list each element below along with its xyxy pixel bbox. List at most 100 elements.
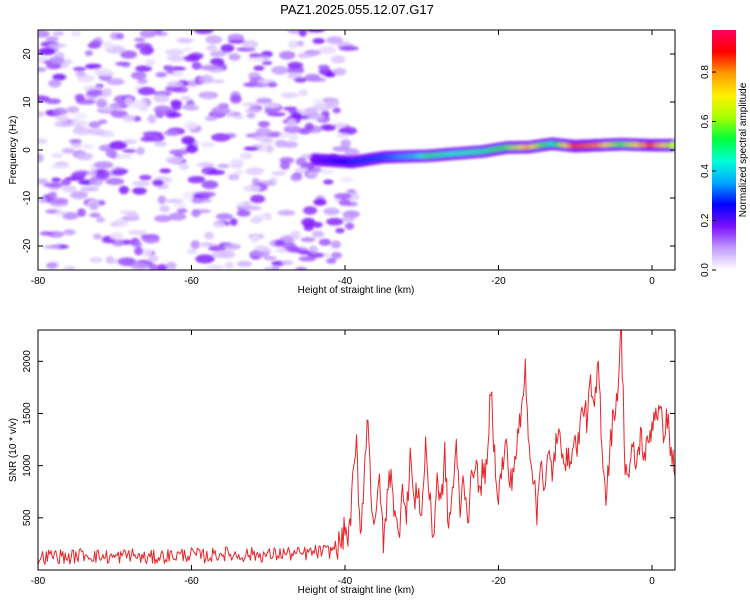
snr-background	[38, 330, 675, 570]
spectrogram-noise-blob	[165, 261, 177, 270]
spectrogram-noise-blob	[263, 266, 274, 270]
spectrogram-noise-blob	[55, 210, 66, 216]
spectrogram-noise-blob	[220, 44, 235, 53]
spectrogram-noise-blob	[155, 72, 167, 78]
spectrogram-noise-blob	[60, 179, 71, 186]
spectrogram-noise-blob	[187, 176, 205, 184]
spectrogram-noise-blob	[280, 92, 299, 99]
spectrogram-panel: -80 -60 -40 -20 0 -20 -10 0 10 20 Height of stra…	[8, 29, 676, 296]
spectrogram-noise-blob	[180, 95, 192, 101]
spectrogram-noise-blob	[236, 210, 251, 217]
spectrogram-noise-blob	[249, 53, 262, 59]
spectrogram-noise-blob	[110, 110, 128, 118]
colorbar-tick-label: 0.0	[700, 263, 711, 277]
spectrogram-noise-blob	[52, 31, 65, 36]
spectrogram-noise-blob	[139, 30, 157, 38]
spectrogram-noise-blob	[84, 50, 93, 57]
spectrogram-noise-blob	[204, 231, 215, 240]
spectrogram-noise-blob	[38, 47, 56, 56]
spectrogram-noise-blob	[295, 157, 307, 166]
spectrogram-noise-blob	[71, 171, 86, 180]
x-tick-label: -20	[491, 576, 506, 587]
spectrogram-noise-blob	[75, 71, 87, 77]
spectrogram-noise-blob	[157, 195, 167, 205]
spectrogram-noise-blob	[261, 60, 273, 66]
spectrogram-noise-blob	[74, 93, 85, 102]
spectrogram-noise-blob	[326, 36, 344, 45]
spectrogram-noise-blob	[38, 153, 44, 163]
spectrogram-noise-blob	[73, 113, 88, 120]
x-tick-label: 0	[649, 276, 655, 287]
spectrogram-noise-blob	[265, 144, 274, 153]
spectrogram-ridge-cell	[668, 142, 675, 149]
spectrogram-noise-blob	[133, 100, 148, 108]
spectrogram-noise-blob	[70, 30, 81, 37]
spectrogram-noise-blob	[105, 132, 115, 138]
chart-title: PAZ1.2025.055.12.07.G17	[280, 2, 434, 17]
snr-frame	[37, 329, 676, 571]
spectrogram-noise-blob	[257, 121, 270, 128]
spectrogram-noise-blob	[77, 208, 86, 217]
spectrogram-noise-blob	[200, 141, 215, 148]
spectrogram-noise-blob	[332, 68, 347, 76]
spectrogram-noise-blob	[332, 107, 341, 114]
spectrogram-noise-blob	[42, 244, 61, 249]
spectrogram-noise-blob	[303, 206, 318, 215]
spectrogram-noise-blob	[191, 61, 202, 70]
x-tick-label: -40	[338, 276, 353, 287]
spectrogram-noise-blob	[263, 104, 281, 109]
spectrogram-noise-blob	[123, 139, 137, 145]
spectrogram-noise-blob	[85, 63, 102, 70]
spectrogram-noise-blob	[117, 257, 136, 266]
spectrogram-noise-blob	[307, 30, 325, 33]
colorbar-bar	[712, 30, 736, 270]
y-tick-label: 0	[22, 147, 33, 153]
spectrogram-noise-blob	[112, 218, 129, 227]
spectrogram-noise-blob	[48, 43, 67, 48]
spectrogram-noise-blob	[253, 65, 265, 71]
spectrogram-noise-blob	[183, 55, 200, 62]
spectrogram-noise-blob	[246, 113, 256, 119]
spectrogram-noise-blob	[159, 168, 172, 174]
spectrogram-noise-blob	[101, 87, 113, 97]
spectrogram-noise-blob	[241, 102, 262, 107]
spectrogram-noise-blob	[165, 198, 184, 204]
spectrogram-noise-blob	[73, 191, 89, 197]
spectrogram-noise-blob	[233, 115, 245, 120]
spectrogram-noise-blob	[250, 234, 261, 243]
colorbar-tick-label: 0.2	[700, 213, 711, 227]
spectrogram-noise-blob	[250, 194, 266, 204]
snr-series-line	[38, 330, 675, 565]
spectrogram-noise-blob	[118, 185, 129, 195]
spectrogram-noise-blob	[304, 122, 314, 131]
spectrogram-noise-blob	[207, 169, 226, 175]
spectrogram-noise-blob	[286, 66, 305, 74]
snr-x-label: Height of straight line (km)	[298, 585, 415, 596]
spectrogram-noise-blob	[43, 182, 63, 188]
spectrogram-noise-blob	[295, 266, 308, 270]
spectrogram-noise-blob	[51, 152, 64, 158]
x-tick-label: -80	[31, 576, 46, 587]
y-tick-label: 10	[22, 96, 33, 108]
spectrogram-noise-blob	[76, 74, 95, 83]
spectrogram-noise-blob	[184, 121, 198, 130]
snr-panel: -80 -60 -40 -20 0 500 1000 1500 2000 Height of …	[8, 329, 676, 596]
spectrogram-noise-blob	[134, 42, 153, 50]
spectrogram-noise-blob	[61, 148, 75, 154]
snr-x-axis: -80 -60 -40 -20 0	[31, 330, 655, 587]
spectrogram-noise-blob	[185, 144, 198, 154]
colorbar-tick-label: 0.6	[700, 114, 711, 128]
spectrogram-noise-blob	[46, 262, 57, 269]
x-tick-label: -60	[184, 276, 199, 287]
spectrogram-noise-blob	[163, 130, 180, 136]
spectrogram-noise-blob	[281, 141, 298, 148]
spectrogram-noise-blob	[264, 137, 274, 144]
spectrogram-noise-blob	[277, 209, 296, 216]
spectrogram-noise-blob	[338, 199, 351, 206]
spectrogram-noise-blob	[209, 50, 226, 58]
spectrogram-noise-blob	[280, 161, 290, 170]
spectrogram-noise-blob	[159, 205, 170, 213]
spectrogram-noise-blob	[82, 86, 103, 91]
x-tick-label: 0	[649, 576, 655, 587]
